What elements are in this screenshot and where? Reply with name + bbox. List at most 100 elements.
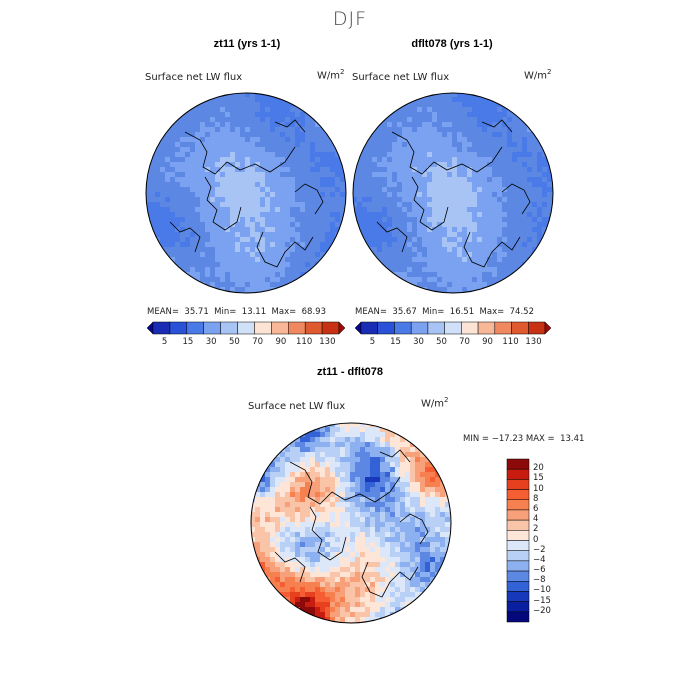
panel3-colorbar-swatch (506, 601, 530, 613)
panel3-colorbar-swatch (506, 591, 530, 602)
panel3-colorbar-tick-label: 8 (533, 493, 539, 504)
panel1-min-label: Min= (214, 307, 237, 317)
panel1-colorbar-swatch (288, 321, 306, 335)
panel1-title: zt11 (yrs 1-1) (213, 38, 281, 50)
figure-title: DJF (332, 8, 368, 30)
panel2-colorbar-swatch (511, 321, 529, 335)
panel3-colorbar (506, 458, 530, 623)
panel1-colorbar-over (338, 321, 346, 335)
panel3-colorbar-tick-label: 20 (533, 463, 544, 474)
panel1-subtitle: Surface net LW flux (145, 72, 243, 83)
panel3-colorbar-labels: 20 15 10 8 6 4 2 0 −2 −4 −6 −8 −10 −15 −20 (533, 459, 573, 622)
panel2-mean-label: MEAN= (355, 307, 387, 317)
panel3-colorbar-tick-label: 2 (533, 524, 539, 535)
panel2-colorbar-swatch (444, 321, 462, 335)
panel3-colorbar-swatch (506, 530, 530, 541)
panel3-colorbar-tick-label: 0 (533, 534, 539, 545)
panel1-colorbar-tick-label: 70 (252, 337, 264, 347)
panel3-minmax: MIN = −17.23 MAX = 13.41 (463, 434, 585, 444)
panel3-colorbar-tick-label: 6 (533, 503, 539, 514)
coastlines (274, 449, 429, 598)
panel3-colorbar-swatch (506, 509, 530, 521)
panel2-colorbar-swatch (461, 321, 479, 335)
panel3-colorbar-swatch (506, 550, 530, 562)
panel3-colorbar-tick-label: 15 (533, 473, 544, 484)
panel1-colorbar-swatch (152, 321, 171, 335)
panel2-mean-value: 35.67 (392, 307, 417, 317)
panel2-units-exp: 2 (547, 68, 552, 76)
panel1-colorbar-swatch (271, 321, 289, 335)
panel2-max-value: 74.52 (509, 307, 534, 317)
panel3-title: zt11 - dflt078 (316, 366, 384, 378)
panel2-max-label: Max= (479, 307, 505, 317)
panel2-colorbar (354, 321, 552, 335)
panel3-units-exp: 2 (444, 396, 449, 404)
panel2-colorbar-labels: 5 15 30 50 70 90 110 130 (355, 337, 551, 349)
panel1-colorbar-swatch (220, 321, 238, 335)
panel3-subtitle: Surface net LW flux (248, 401, 346, 412)
map-field (251, 423, 451, 623)
panel1-map (145, 92, 347, 294)
panel1-colorbar-tick-label: 50 (228, 337, 240, 347)
panel1-colorbar-labels: 5 15 30 50 70 90 110 130 (147, 337, 345, 349)
panel3-units: W/m2 (421, 396, 448, 409)
panel2-min-value: 16.51 (449, 307, 475, 317)
panel1-mean-value: 35.71 (184, 307, 209, 317)
panel1-colorbar-swatch (203, 321, 221, 335)
panel1-colorbar-tick-label: 30 (205, 337, 217, 347)
panel2-colorbar-swatch (494, 321, 512, 335)
panel3-colorbar-tick-label: −20 (533, 605, 551, 616)
panel3-colorbar-swatch (506, 499, 530, 511)
map-border (352, 92, 554, 294)
panel3-colorbar-swatch (506, 581, 530, 592)
panel1-colorbar-tick-label: 15 (182, 337, 194, 347)
panel3-colorbar-tick-label: −2 (533, 544, 546, 555)
panel3-colorbar-tick-label: −4 (533, 554, 546, 565)
panel2-colorbar-over (544, 321, 552, 335)
panel2-min-label: Min= (422, 307, 445, 317)
panel2-colorbar-tick-label: 30 (413, 337, 424, 347)
panel1-colorbar-under (146, 321, 154, 335)
panel1-colorbar-tick-label: 90 (275, 337, 287, 347)
panel3-colorbar-swatch (506, 479, 530, 490)
panel3-colorbar-tick-label: −6 (533, 565, 546, 576)
panel3-colorbar-swatch (506, 540, 530, 551)
panel2-stats: MEAN= 35.67 Min= 16.51 Max= 74.52 (355, 307, 534, 317)
panel3-map (250, 422, 452, 624)
panel2-colorbar-swatch (360, 321, 378, 335)
panel1-max-value: 68.93 (301, 307, 326, 317)
panel3-colorbar-swatch (506, 468, 530, 480)
panel1-colorbar-swatch (321, 321, 340, 335)
panel1-colorbar (146, 321, 346, 335)
panel2-colorbar-swatch (477, 321, 496, 335)
panel2-colorbar-tick-label: 130 (525, 337, 542, 347)
panel2-colorbar-tick-label: 50 (436, 337, 447, 347)
panel3-colorbar-tick-label: 4 (533, 514, 539, 525)
panel1-colorbar-tick-label: 110 (296, 337, 313, 347)
panel2-map (352, 92, 554, 294)
panel1-units-base: W/m (317, 70, 340, 82)
panel2-colorbar-tick-label: 90 (482, 337, 493, 347)
panel2-colorbar-swatch (528, 321, 546, 335)
panel1-min-value: 13.11 (241, 307, 267, 317)
panel1-max-label: Max= (271, 307, 297, 317)
panel1-colorbar-swatch (254, 321, 272, 335)
panel3-colorbar-swatch (506, 560, 530, 572)
panel1-colorbar-swatch (186, 321, 204, 335)
panel1-colorbar-swatch (237, 321, 255, 335)
panel2-subtitle: Surface net LW flux (352, 72, 450, 83)
panel1-colorbar-swatch (304, 321, 323, 335)
panel1-colorbar-tick-label: 130 (319, 337, 336, 347)
panel2-colorbar-swatch (394, 321, 412, 335)
panel2-units-base: W/m (524, 70, 547, 82)
panel3-colorbar-swatch (506, 489, 530, 500)
panel2-colorbar-swatch (377, 321, 395, 335)
panel1-colorbar-swatch (169, 321, 188, 335)
panel3-colorbar-tick-label: −10 (533, 585, 551, 596)
panel2-colorbar-tick-label: 70 (459, 337, 470, 347)
panel2-colorbar-swatch (427, 321, 445, 335)
coastlines (376, 119, 531, 268)
panel3-colorbar-swatch (506, 519, 530, 531)
panel2-colorbar-under (354, 321, 362, 335)
panel3-units-base: W/m (421, 398, 444, 410)
